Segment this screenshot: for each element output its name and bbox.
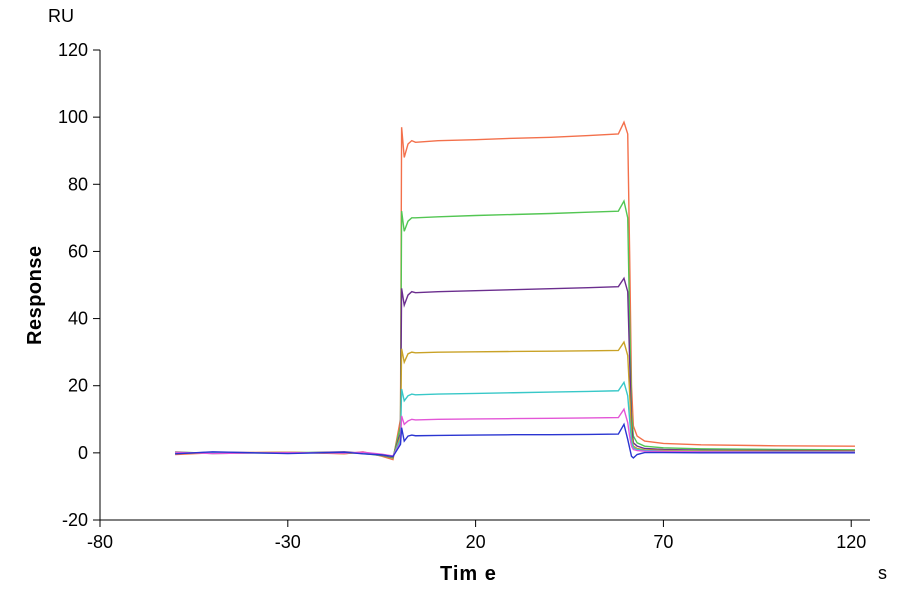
y-unit-label: RU: [48, 6, 74, 27]
y-axis-label: Response: [24, 245, 47, 345]
svg-text:80: 80: [68, 174, 88, 194]
sensorgram-chart: RU Response Tim e s -20 0 20 40 60 80 100 120 -8…: [0, 0, 900, 600]
svg-text:-30: -30: [275, 532, 301, 552]
svg-text:60: 60: [68, 241, 88, 261]
svg-text:70: 70: [653, 532, 673, 552]
svg-text:120: 120: [58, 40, 88, 60]
x-axis-label: Tim e: [440, 563, 497, 586]
svg-text:100: 100: [58, 107, 88, 127]
svg-text:-20: -20: [62, 510, 88, 530]
svg-text:20: 20: [68, 376, 88, 396]
svg-text:40: 40: [68, 309, 88, 329]
series-green: [175, 201, 855, 458]
svg-text:20: 20: [466, 532, 486, 552]
series-gold: [175, 342, 855, 457]
svg-text:120: 120: [836, 532, 866, 552]
svg-text:0: 0: [78, 443, 88, 463]
x-unit-label: s: [878, 563, 887, 584]
plot-area: -20 0 20 40 60 80 100 120 -80 -30 20 70 120: [0, 0, 900, 600]
series-orange: [175, 122, 855, 459]
series-purple: [175, 278, 855, 457]
svg-text:-80: -80: [87, 532, 113, 552]
series-blue: [175, 424, 855, 458]
